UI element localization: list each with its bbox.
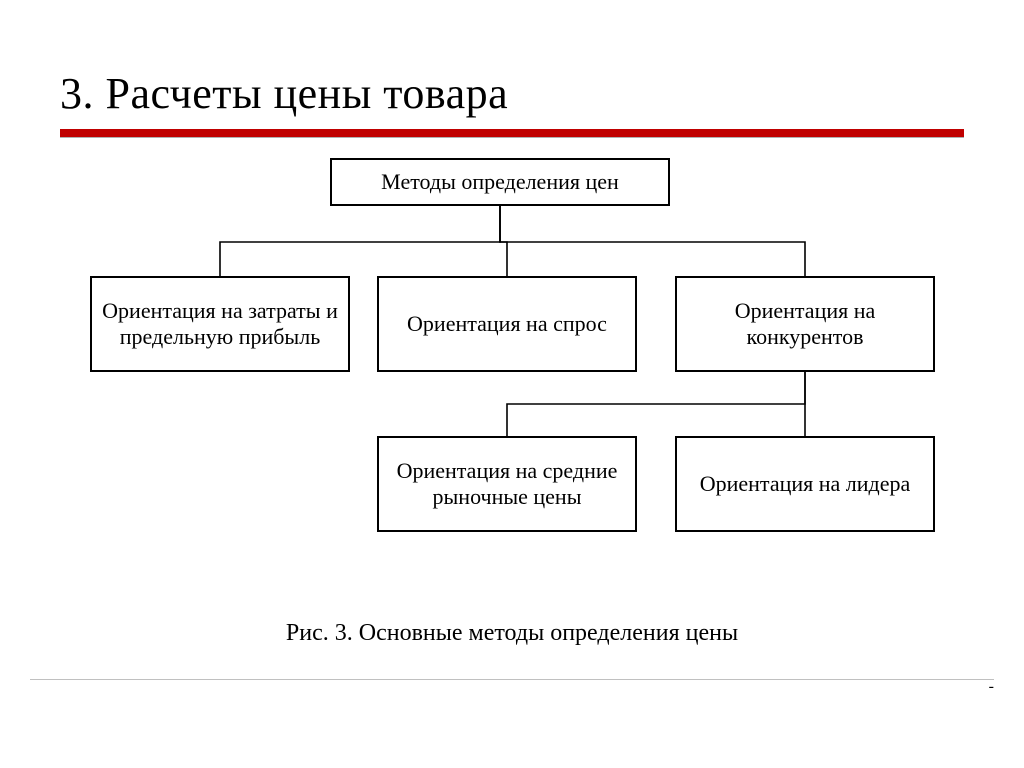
slide-mark: - [989,678,994,696]
footer-rule [30,679,994,680]
title-underline [60,129,964,138]
edge-comp-avg [507,372,805,436]
node-demand: Ориентация на спрос [377,276,637,372]
pricing-methods-diagram: Методы определения цен Ориентация на затр… [60,158,964,598]
edge-root-demand [500,206,507,276]
edge-root-cost [220,206,500,276]
node-leader: Ориентация на лидера [675,436,935,532]
slide-title: 3. Расчеты цены товара [60,68,964,119]
figure-caption: Рис. 3. Основные методы определения цены [0,620,1024,647]
node-cost: Ориентация на затраты и предельную прибы… [90,276,350,372]
node-comp: Ориентация на конкурентов [675,276,935,372]
node-root: Методы определения цен [330,158,670,206]
node-avg: Ориентация на средние рыночные цены [377,436,637,532]
underline-gray [60,137,964,138]
edge-root-comp [500,206,805,276]
underline-red [60,129,964,137]
diagram-edges [60,158,964,598]
